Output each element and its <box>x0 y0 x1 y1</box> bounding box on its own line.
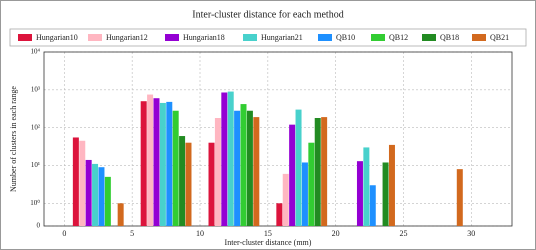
bar <box>214 117 221 226</box>
bar <box>321 117 328 226</box>
bar <box>456 169 463 226</box>
legend-swatch <box>243 34 257 41</box>
bar <box>79 140 86 226</box>
x-tick-label: 20 <box>332 229 340 238</box>
legend-label: QB21 <box>490 33 509 42</box>
y-tick-label: 10⁰ <box>30 199 40 207</box>
legend <box>9 28 527 47</box>
x-tick-label: 10 <box>196 229 204 238</box>
bar <box>172 110 179 226</box>
legend-swatch <box>371 34 385 41</box>
legend-label: QB18 <box>440 33 459 42</box>
legend-swatch <box>165 34 179 41</box>
legend-label: QB10 <box>336 33 355 42</box>
bar <box>179 136 186 226</box>
bar <box>308 142 315 226</box>
x-tick-label: 30 <box>467 229 475 238</box>
y-tick-label: 10³ <box>31 85 40 93</box>
bar <box>140 101 147 226</box>
legend-swatch <box>422 34 436 41</box>
bar <box>295 109 302 226</box>
bar <box>276 203 283 226</box>
bar <box>282 173 289 226</box>
bar <box>72 137 79 226</box>
bar <box>240 104 247 226</box>
x-tick-label: 0 <box>62 229 66 238</box>
y-axis-label: Number of clusters in each range <box>9 86 18 192</box>
bar <box>382 162 389 226</box>
legend-label: Hungarian21 <box>261 33 303 42</box>
bar <box>289 124 296 226</box>
x-tick-label: 5 <box>130 229 134 238</box>
bar <box>356 161 363 226</box>
bar <box>388 144 395 226</box>
bar <box>234 110 241 226</box>
legend-swatch <box>18 34 32 41</box>
bar <box>301 162 308 226</box>
legend-label: Hungarian12 <box>106 33 148 42</box>
bar <box>369 185 376 226</box>
bar <box>208 142 215 226</box>
y-tick-label: 10² <box>31 123 40 131</box>
bar <box>221 92 228 226</box>
bar <box>92 163 99 226</box>
bar <box>185 142 192 226</box>
bar <box>246 110 253 226</box>
legend-label: QB12 <box>389 33 408 42</box>
legend-swatch <box>318 34 332 41</box>
chart-title: Inter-cluster distance for each method <box>192 9 343 20</box>
x-tick-label: 15 <box>264 229 272 238</box>
legend-swatch <box>472 34 486 41</box>
bar <box>117 203 124 226</box>
y-tick-label: 0 <box>37 222 41 230</box>
y-tick-label: 10⁴ <box>31 48 41 56</box>
legend-label: Hungarian18 <box>183 33 225 42</box>
legend-swatch <box>88 34 102 41</box>
bar <box>314 117 321 226</box>
bar <box>104 176 111 226</box>
bar <box>147 94 154 226</box>
x-tick-label: 25 <box>399 229 407 238</box>
bar <box>166 101 173 226</box>
bar <box>253 117 260 226</box>
y-tick-label: 10¹ <box>31 161 40 169</box>
bar <box>363 147 370 226</box>
bar <box>159 102 166 226</box>
bar <box>227 91 234 226</box>
x-axis-label: Inter-cluster distance (mm) <box>225 238 312 247</box>
legend-label: Hungarian10 <box>36 33 78 42</box>
bar <box>85 159 92 226</box>
bar <box>153 98 160 226</box>
bar <box>98 167 105 226</box>
